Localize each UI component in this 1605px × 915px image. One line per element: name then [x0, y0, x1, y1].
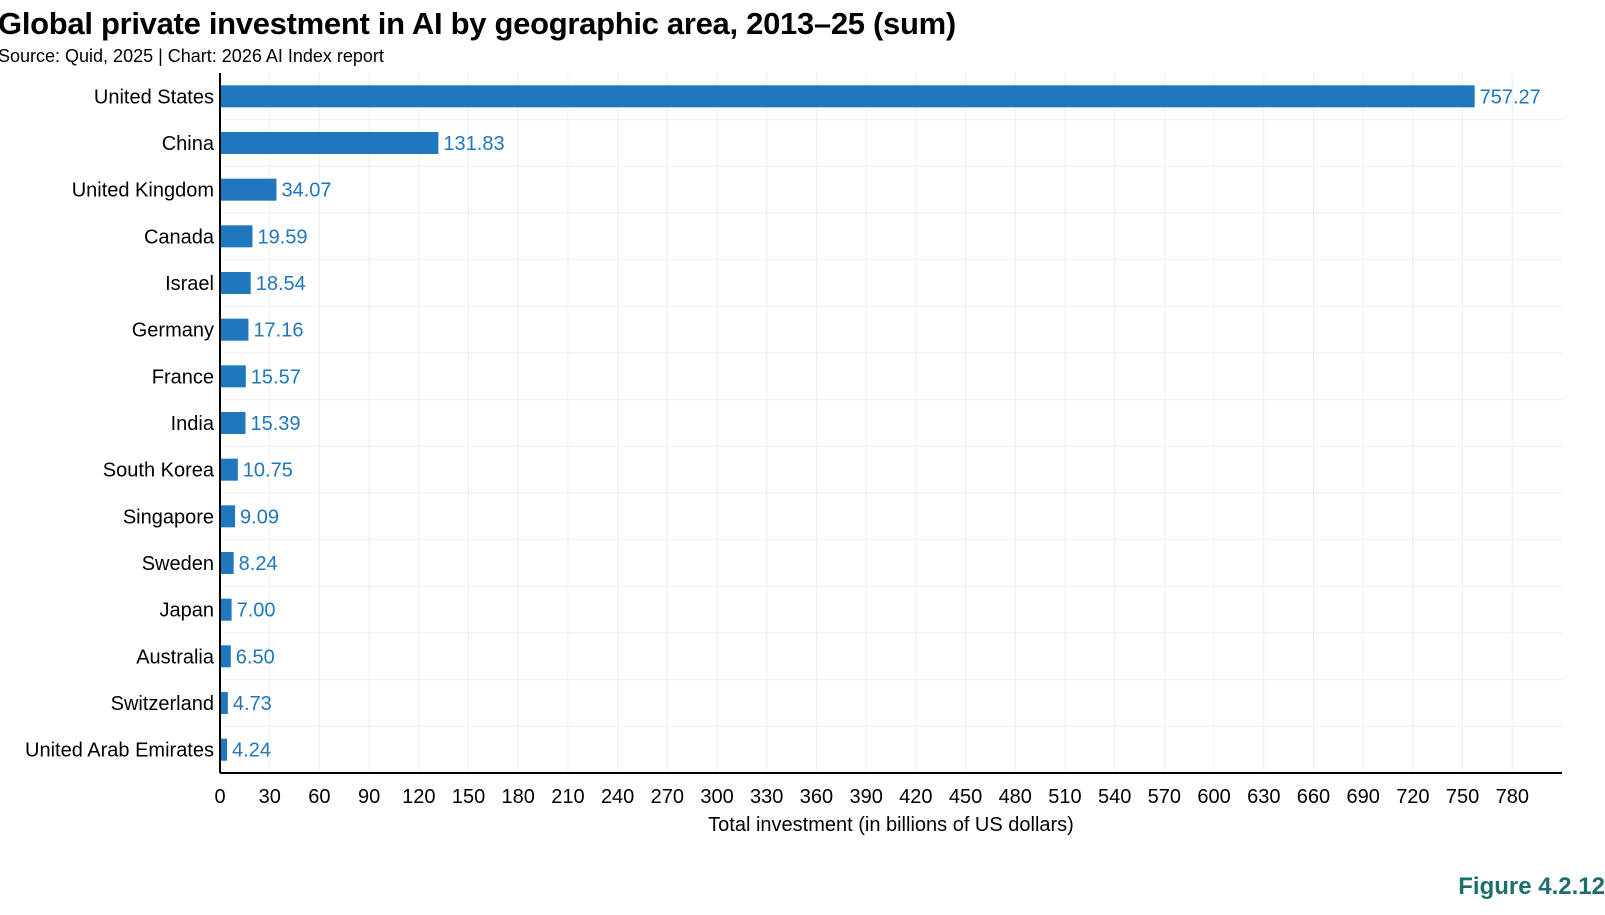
value-label: 18.54	[256, 273, 306, 295]
x-tick-label: 0	[214, 786, 225, 808]
x-tick-label: 750	[1446, 786, 1479, 808]
x-tick-label: 660	[1297, 786, 1330, 808]
value-label: 4.73	[233, 693, 272, 715]
x-tick-label: 270	[651, 786, 684, 808]
value-label: 6.50	[236, 646, 275, 668]
category-label: Germany	[132, 320, 214, 342]
x-tick-label: 390	[849, 786, 882, 808]
category-label: Switzerland	[111, 693, 214, 715]
category-label: Singapore	[123, 506, 214, 528]
value-label: 131.83	[443, 133, 504, 155]
category-label: Australia	[136, 646, 215, 668]
value-label: 7.00	[237, 600, 276, 622]
x-tick-label: 360	[800, 786, 833, 808]
value-label: 34.07	[281, 180, 331, 202]
bar	[220, 178, 277, 201]
value-label: 15.39	[250, 413, 300, 435]
bar	[220, 85, 1475, 108]
x-tick-label: 180	[502, 786, 535, 808]
x-tick-label: 150	[452, 786, 485, 808]
x-tick-label: 480	[999, 786, 1032, 808]
x-tick-label: 330	[750, 786, 783, 808]
bar	[220, 458, 238, 481]
value-label: 10.75	[243, 460, 293, 482]
category-label: South Korea	[103, 460, 215, 482]
value-label: 8.24	[239, 553, 278, 575]
x-tick-label: 210	[551, 786, 584, 808]
bar	[220, 505, 236, 528]
category-label: United Arab Emirates	[25, 740, 214, 762]
bar	[220, 412, 246, 434]
bar	[220, 738, 228, 761]
category-label: Israel	[165, 273, 214, 295]
x-tick-label: 630	[1247, 786, 1280, 808]
value-label: 9.09	[240, 506, 279, 528]
chart-subtitle: Source: Quid, 2025 | Chart: 2026 AI Inde…	[0, 46, 384, 66]
gridlines	[220, 73, 1562, 773]
bar	[220, 132, 439, 154]
category-label: China	[162, 133, 215, 155]
value-label: 15.57	[251, 366, 301, 388]
value-label: 757.27	[1480, 86, 1541, 108]
x-tick-label: 600	[1197, 786, 1230, 808]
x-tick-label: 690	[1346, 786, 1379, 808]
bar	[220, 225, 253, 248]
x-tick-label: 90	[358, 786, 380, 808]
bars: United States 757.27 China 131.83 United Kin…	[25, 85, 1541, 762]
x-tick-label: 300	[700, 786, 733, 808]
value-label: 19.59	[257, 226, 307, 248]
value-label: 17.16	[253, 320, 303, 342]
x-tick-label: 780	[1496, 786, 1529, 808]
x-tick-label: 120	[402, 786, 435, 808]
x-tick-labels: 0 30 60 90 120 150 180 210 240 270 300 330 360 390 420…	[214, 786, 1529, 808]
category-label: United States	[94, 86, 214, 108]
x-tick-label: 720	[1396, 786, 1429, 808]
bar	[220, 598, 232, 621]
category-label: Japan	[160, 600, 215, 622]
chart-title: Global private investment in AI by geogr…	[0, 6, 956, 41]
x-tick-label: 30	[259, 786, 281, 808]
x-axis-title: Total investment (in billions of US doll…	[708, 814, 1074, 836]
category-label: United Kingdom	[72, 180, 214, 202]
x-tick-label: 420	[899, 786, 932, 808]
bar	[220, 692, 228, 714]
x-tick-label: 540	[1098, 786, 1131, 808]
category-label: France	[152, 366, 214, 388]
bar	[220, 272, 251, 294]
category-label: Sweden	[142, 553, 214, 575]
category-label: Canada	[144, 226, 215, 248]
bar	[220, 365, 246, 388]
x-tick-label: 570	[1148, 786, 1181, 808]
x-tick-label: 240	[601, 786, 634, 808]
x-tick-label: 510	[1048, 786, 1081, 808]
figure-label: Figure 4.2.12	[1458, 873, 1605, 900]
axes	[219, 73, 1562, 774]
bar	[220, 645, 231, 668]
x-tick-label: 450	[949, 786, 982, 808]
category-label: India	[171, 413, 215, 435]
value-label: 4.24	[232, 740, 271, 762]
bar	[220, 318, 249, 341]
bar	[220, 552, 234, 574]
x-tick-label: 60	[308, 786, 330, 808]
